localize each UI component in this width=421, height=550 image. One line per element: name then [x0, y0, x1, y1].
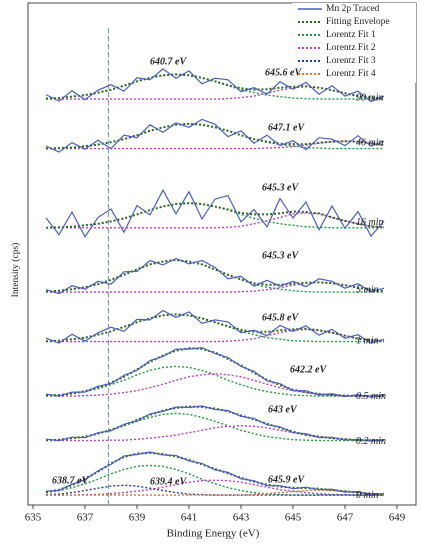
- traced-line: [45, 257, 385, 295]
- legend-label: Lorentz Fit 3: [326, 56, 376, 66]
- legend-box: [292, 3, 416, 83]
- peak-annotation: 645.3 eV: [262, 182, 299, 193]
- legend-label: Fitting Envelope: [326, 17, 390, 27]
- panel-label: 46 min: [356, 137, 384, 148]
- peak-annotation: 640.7 eV: [150, 56, 187, 67]
- fit-line: [46, 85, 385, 100]
- x-tick-label: 649: [389, 512, 406, 524]
- fit-line: [46, 479, 384, 496]
- legend-label: Lorentz Fit 1: [326, 30, 376, 40]
- panel-label: 1 min: [356, 335, 379, 346]
- x-tick-label: 647: [337, 512, 354, 524]
- traced-line: [45, 451, 385, 496]
- fit-line: [45, 412, 384, 442]
- envelope-line: [45, 258, 385, 293]
- y-axis-label: Intensity (cps): [10, 243, 21, 298]
- panel-label: 0.2 min: [356, 436, 386, 447]
- envelope-line: [45, 405, 385, 442]
- x-tick-label: 641: [181, 512, 198, 524]
- fit-line: [45, 313, 384, 343]
- panel-label: 16 min: [356, 217, 384, 228]
- peak-annotation: 647.1 eV: [268, 122, 305, 133]
- x-axis-label: Binding Energy (eV): [167, 528, 260, 540]
- peak-annotation: 642.2 eV: [290, 364, 327, 375]
- traced-line: [45, 346, 385, 398]
- traced-line: [45, 118, 385, 153]
- fit-line: [45, 484, 384, 496]
- x-tick-label: 635: [25, 512, 42, 524]
- traced-line: [45, 405, 385, 442]
- legend-label: Lorentz Fit 2: [326, 43, 376, 53]
- fit-line: [46, 328, 385, 343]
- envelope-line: [45, 202, 385, 229]
- legend-label: Mn 2p Traced: [326, 4, 380, 14]
- peak-annotation: 645.3 eV: [262, 250, 299, 261]
- x-tick-label: 637: [77, 512, 94, 524]
- fit-line: [46, 373, 384, 397]
- x-tick-label: 645: [285, 512, 302, 524]
- fit-line: [46, 140, 385, 150]
- fit-line: [46, 212, 385, 229]
- envelope-line: [45, 122, 385, 150]
- fit-line: [45, 259, 384, 293]
- peak-annotation: 645.9 eV: [268, 474, 305, 485]
- peak-annotation: 645.6 eV: [265, 67, 302, 78]
- envelope-line: [45, 313, 385, 343]
- panel-label: 5 min: [356, 284, 379, 295]
- plot-frame: [27, 2, 417, 506]
- traced-line: [45, 309, 385, 344]
- fit-line: [46, 281, 385, 293]
- fit-line: [45, 365, 384, 397]
- envelope-line: [45, 451, 385, 496]
- panel-label: 0 min: [356, 490, 379, 501]
- envelope-line: [45, 73, 385, 100]
- panel-label: 90 min: [356, 92, 384, 103]
- fit-line: [46, 489, 385, 496]
- x-tick-label: 639: [129, 512, 146, 524]
- traced-line: [45, 68, 385, 103]
- traced-line: [45, 188, 385, 238]
- peak-annotation: 645.8 eV: [262, 312, 299, 323]
- fit-line: [45, 464, 384, 496]
- legend-label: Lorentz Fit 4: [326, 69, 376, 79]
- peak-annotation: 638.7 eV: [52, 475, 89, 486]
- peak-annotation: 643 eV: [268, 404, 298, 415]
- panel-label: 0.5 min: [356, 391, 386, 402]
- x-tick-label: 643: [233, 512, 250, 524]
- fit-line: [46, 425, 385, 442]
- envelope-line: [45, 347, 384, 398]
- peak-annotation: 639.4 eV: [150, 476, 187, 487]
